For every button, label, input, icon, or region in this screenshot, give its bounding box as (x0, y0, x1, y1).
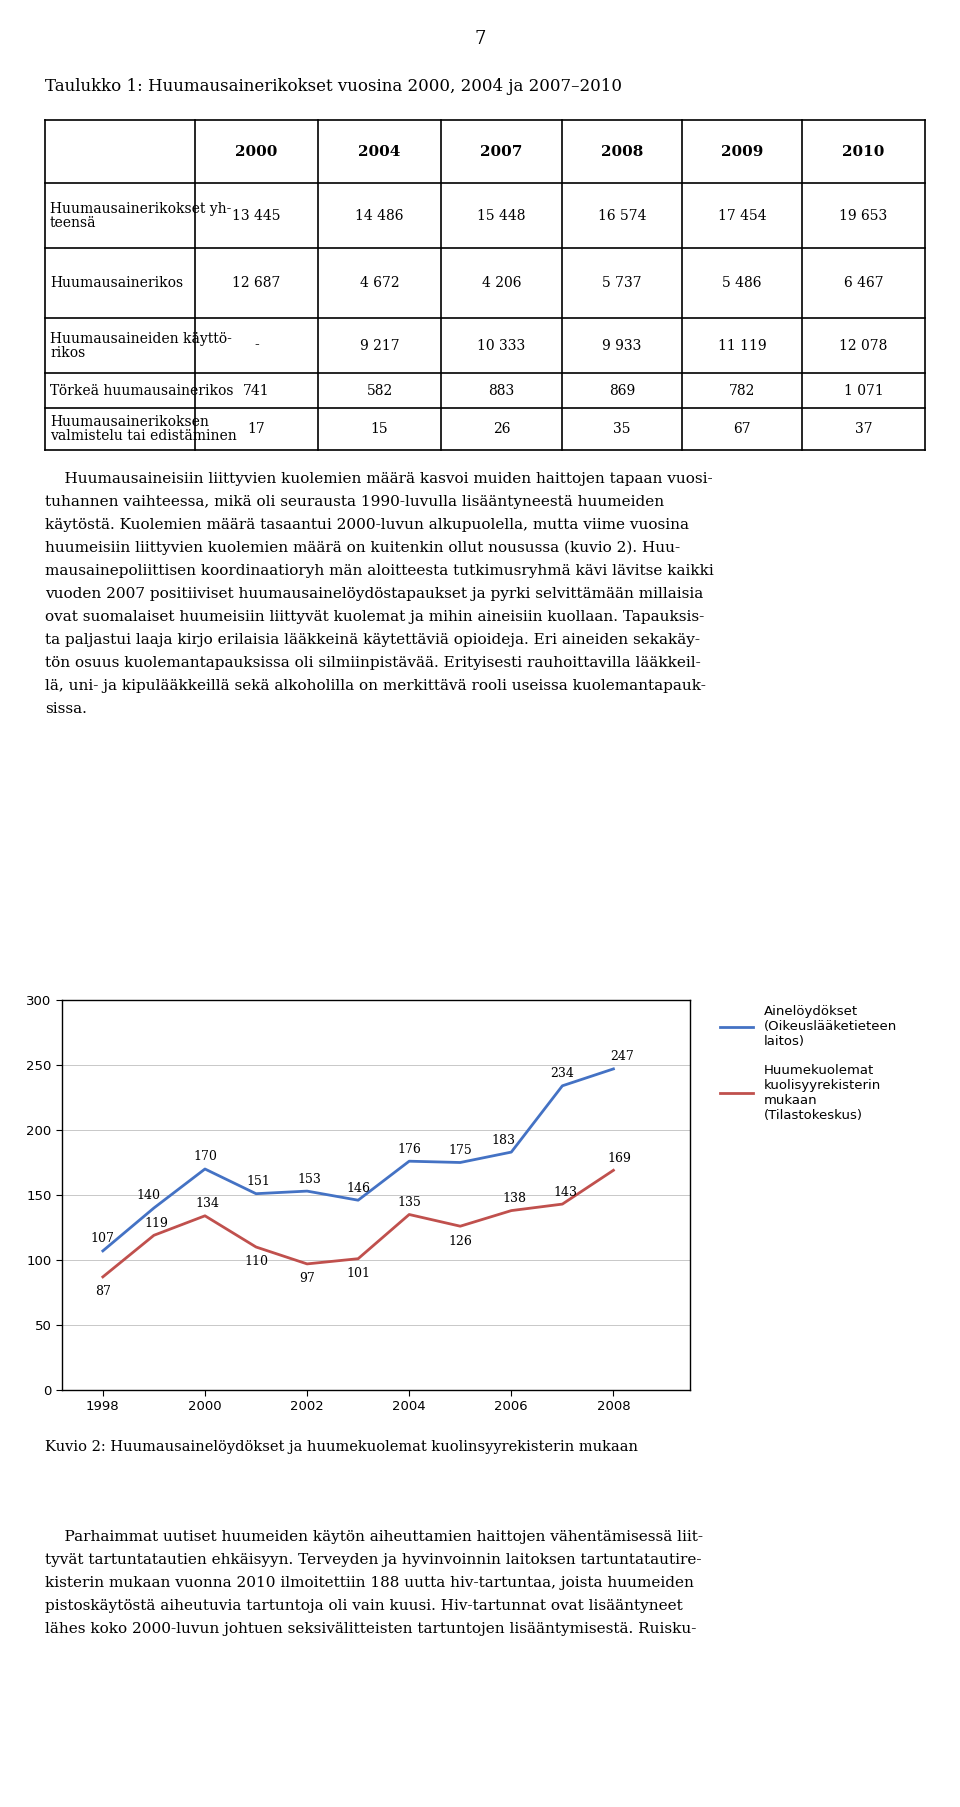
Text: 12 687: 12 687 (232, 276, 280, 289)
Text: -: - (254, 338, 259, 352)
Text: 9 933: 9 933 (602, 338, 641, 352)
Text: 35: 35 (613, 423, 631, 435)
Text: tön osuus kuolemantapauksissa oli silmiinpistävää. Erityisesti rauhoittavilla lä: tön osuus kuolemantapauksissa oli silmii… (45, 656, 701, 670)
Text: ta paljastui laaja kirjo erilaisia lääkkeinä käytettäviä opioideja. Eri aineiden: ta paljastui laaja kirjo erilaisia lääkk… (45, 632, 700, 647)
Text: huumeisiin liittyvien kuolemien määrä on kuitenkin ollut nousussa (kuvio 2). Huu: huumeisiin liittyvien kuolemien määrä on… (45, 540, 680, 555)
Text: rikos: rikos (50, 345, 85, 360)
Text: 19 653: 19 653 (839, 208, 888, 222)
Text: 247: 247 (610, 1050, 634, 1063)
Text: 87: 87 (95, 1285, 110, 1297)
Text: 110: 110 (244, 1256, 268, 1269)
Text: lähes koko 2000-luvun johtuen seksivälitteisten tartuntojen lisääntymisestä. Rui: lähes koko 2000-luvun johtuen seksivälit… (45, 1623, 696, 1635)
Text: 5 486: 5 486 (722, 276, 761, 289)
Text: 170: 170 (193, 1151, 217, 1164)
Text: 12 078: 12 078 (839, 338, 888, 352)
Text: 17 454: 17 454 (718, 208, 766, 222)
Text: 138: 138 (502, 1193, 526, 1205)
Text: 782: 782 (729, 383, 756, 398)
Text: 4 672: 4 672 (360, 276, 399, 289)
Text: 15: 15 (371, 423, 388, 435)
Text: Huumausainerikos: Huumausainerikos (50, 276, 183, 289)
Text: valmistelu tai edistäminen: valmistelu tai edistäminen (50, 428, 237, 443)
Text: lä, uni- ja kipulääkkeillä sekä alkoholilla on merkittävä rooli useissa kuoleman: lä, uni- ja kipulääkkeillä sekä alkoholi… (45, 679, 706, 694)
Text: 135: 135 (397, 1196, 421, 1209)
Text: 869: 869 (609, 383, 636, 398)
Text: 4 206: 4 206 (482, 276, 521, 289)
Text: mausainepoliittisen koordinaatioryh män aloitteesta tutkimusryhmä kävi lävitse k: mausainepoliittisen koordinaatioryh män … (45, 564, 713, 578)
Text: sissa.: sissa. (45, 701, 86, 716)
Text: 10 333: 10 333 (477, 338, 526, 352)
Text: 741: 741 (243, 383, 270, 398)
Text: 2010: 2010 (842, 145, 885, 159)
Text: 134: 134 (196, 1198, 220, 1211)
Text: vuoden 2007 positiiviset huumausainelöydöstapaukset ja pyrki selvittämään millai: vuoden 2007 positiiviset huumausainelöyd… (45, 587, 704, 602)
Text: Parhaimmat uutiset huumeiden käytön aiheuttamien haittojen vähentämisessä liit-: Parhaimmat uutiset huumeiden käytön aihe… (45, 1531, 703, 1543)
Text: 883: 883 (489, 383, 515, 398)
Text: 97: 97 (300, 1272, 315, 1285)
Text: teensä: teensä (50, 215, 97, 229)
Text: Törkeä huumausainerikos: Törkeä huumausainerikos (50, 383, 233, 398)
Text: 151: 151 (247, 1175, 271, 1189)
Text: 67: 67 (733, 423, 751, 435)
Text: käytöstä. Kuolemien määrä tasaantui 2000-luvun alkupuolella, mutta viime vuosina: käytöstä. Kuolemien määrä tasaantui 2000… (45, 519, 689, 531)
Text: 119: 119 (145, 1216, 169, 1231)
Text: 37: 37 (854, 423, 873, 435)
Text: 101: 101 (347, 1267, 371, 1279)
Text: Huumausaineisiin liittyvien kuolemien määrä kasvoi muiden haittojen tapaan vuosi: Huumausaineisiin liittyvien kuolemien mä… (45, 472, 712, 486)
Text: Kuvio 2: Huumausainelöydökset ja huumekuolemat kuolinsyyrekisterin mukaan: Kuvio 2: Huumausainelöydökset ja huumeku… (45, 1440, 638, 1455)
Text: tyvät tartuntatautien ehkäisyyn. Terveyden ja hyvinvoinnin laitoksen tartuntatau: tyvät tartuntatautien ehkäisyyn. Terveyd… (45, 1552, 702, 1567)
Text: kisterin mukaan vuonna 2010 ilmoitettiin 188 uutta hiv-tartuntaa, joista huumeid: kisterin mukaan vuonna 2010 ilmoitettiin… (45, 1576, 694, 1590)
Text: 6 467: 6 467 (844, 276, 883, 289)
Text: 14 486: 14 486 (355, 208, 404, 222)
Text: Taulukko 1: Huumausainerikokset vuosina 2000, 2004 ja 2007–2010: Taulukko 1: Huumausainerikokset vuosina … (45, 78, 622, 96)
Text: 183: 183 (491, 1133, 515, 1147)
Text: 16 574: 16 574 (598, 208, 646, 222)
Text: 234: 234 (550, 1068, 574, 1081)
Text: 107: 107 (91, 1232, 115, 1245)
Text: Huumausaineiden käyttö-: Huumausaineiden käyttö- (50, 331, 232, 345)
Text: 13 445: 13 445 (232, 208, 280, 222)
Text: 5 737: 5 737 (602, 276, 642, 289)
Text: 26: 26 (492, 423, 511, 435)
Text: 126: 126 (448, 1234, 472, 1247)
Text: pistoskäytöstä aiheutuvia tartuntoja oli vain kuusi. Hiv-tartunnat ovat lisäänty: pistoskäytöstä aiheutuvia tartuntoja oli… (45, 1599, 683, 1614)
Text: 15 448: 15 448 (477, 208, 526, 222)
Text: 11 119: 11 119 (718, 338, 766, 352)
Text: 2004: 2004 (358, 145, 400, 159)
Text: 143: 143 (553, 1185, 577, 1198)
Legend: Ainelöydökset
(Oikeuslääketieteen
laitos), Huumekuolemat
kuolisyyrekisterin
muka: Ainelöydökset (Oikeuslääketieteen laitos… (715, 999, 902, 1128)
Text: 140: 140 (136, 1189, 160, 1202)
Text: 169: 169 (607, 1151, 631, 1166)
Text: 2009: 2009 (721, 145, 763, 159)
Text: tuhannen vaihteessa, mikä oli seurausta 1990-luvulla lisääntyneestä huumeiden: tuhannen vaihteessa, mikä oli seurausta … (45, 495, 664, 510)
Text: Huumausainerikoksen: Huumausainerikoksen (50, 416, 209, 428)
Text: 7: 7 (474, 31, 486, 49)
Text: Huumausainerikokset yh-: Huumausainerikokset yh- (50, 202, 231, 215)
Text: 175: 175 (448, 1144, 472, 1156)
Text: 153: 153 (298, 1173, 322, 1185)
Text: 2000: 2000 (235, 145, 277, 159)
Text: 146: 146 (347, 1182, 371, 1194)
Text: ovat suomalaiset huumeisiin liittyvät kuolemat ja mihin aineisiin kuollaan. Tapa: ovat suomalaiset huumeisiin liittyvät ku… (45, 611, 705, 623)
Text: 2008: 2008 (601, 145, 643, 159)
Text: 2007: 2007 (480, 145, 522, 159)
Text: 1 071: 1 071 (844, 383, 883, 398)
Text: 9 217: 9 217 (360, 338, 399, 352)
Text: 176: 176 (397, 1142, 421, 1156)
Text: 17: 17 (248, 423, 265, 435)
Text: 582: 582 (367, 383, 393, 398)
